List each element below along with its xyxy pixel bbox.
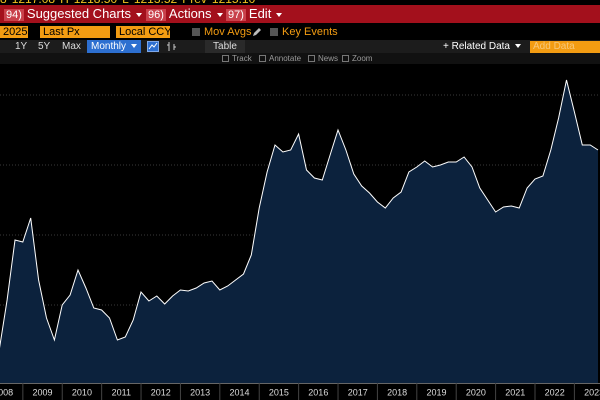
quote-text: H <box>60 0 69 5</box>
currency-select[interactable]: Local CCY <box>116 26 172 38</box>
dropdown-arrow <box>135 12 142 17</box>
tool-button[interactable]: Zoom <box>342 53 372 64</box>
frequency-label: Monthly <box>91 41 127 52</box>
x-tick-label: 2019 <box>426 387 446 397</box>
tool-button[interactable]: News <box>308 53 338 64</box>
tool-row: Track Annotate News Zoom <box>0 53 600 64</box>
quote-text: L <box>122 0 129 5</box>
quote-text: 1215.10 <box>212 0 255 5</box>
x-tick-label: 2008 <box>0 387 13 397</box>
x-tick-label: 2021 <box>505 387 525 397</box>
pencil-icon[interactable] <box>252 27 262 37</box>
x-tick-label: 2010 <box>72 387 92 397</box>
table-button[interactable]: Table <box>205 40 245 53</box>
related-data-label: + Related Data <box>443 41 510 52</box>
add-data-field[interactable]: Add Data <box>530 41 600 53</box>
range-button[interactable]: Max <box>62 41 81 52</box>
key-events-label: Key Events <box>282 26 338 38</box>
tool-button[interactable]: Track <box>222 53 252 64</box>
dropdown-arrow <box>131 44 138 49</box>
x-tick-label: 2022 <box>545 387 565 397</box>
year-field[interactable]: 2025 <box>0 26 28 38</box>
control-row: 2025 Last Px Local CCY Mov Avgs Key Even… <box>0 25 600 39</box>
menu-number: 96) <box>146 9 166 21</box>
frequency-select[interactable]: Monthly <box>87 40 141 53</box>
menu-number: 97) <box>226 9 246 21</box>
x-tick-label: 2009 <box>33 387 53 397</box>
related-data-menu[interactable]: + Related Data <box>443 40 521 53</box>
menu-item[interactable]: 94) Suggested Charts <box>4 5 142 23</box>
mov-avgs-checkbox[interactable] <box>192 28 200 36</box>
chart-type-icon[interactable] <box>147 41 159 52</box>
quote-text: 1217.08 <box>12 0 55 5</box>
quote-text: 1213.52 <box>134 0 177 5</box>
menu-number: 94) <box>4 9 24 21</box>
chart: 2008 2009 2010 2011 2012 2013 2014 2015 2016 2017… <box>0 64 600 400</box>
price-line <box>0 79 599 349</box>
x-tick-label: 2013 <box>190 387 210 397</box>
x-tick-label: 2018 <box>387 387 407 397</box>
bar-style-icon[interactable] <box>166 41 178 52</box>
x-tick-label: 2020 <box>466 387 486 397</box>
x-tick-label: 2017 <box>348 387 368 397</box>
menu-bar: 94) Suggested Charts 96) Actions 97) Edit <box>0 5 600 23</box>
range-row: Monthly Table + Related Data Add Data 1Y… <box>0 40 600 53</box>
x-tick-label: 2011 <box>112 387 131 397</box>
dropdown-arrow <box>276 12 283 17</box>
x-tick-label: 2016 <box>308 387 328 397</box>
menu-item[interactable]: 96) Actions <box>146 5 223 23</box>
x-tick-label: 2014 <box>230 387 250 397</box>
menu-label: Actions <box>168 6 212 21</box>
dropdown-arrow <box>515 44 521 49</box>
x-tick-label: 2015 <box>269 387 289 397</box>
menu-label: Edit <box>248 6 272 21</box>
field-select[interactable]: Last Px <box>40 26 110 38</box>
area-fill <box>0 80 598 383</box>
range-button[interactable]: 1Y <box>15 41 28 52</box>
quote-bar: 8 1217.08 H 1218.50 L 1213.52 Prev 1215.10 <box>0 0 600 5</box>
mov-avgs-label: Mov Avgs <box>204 26 252 38</box>
dropdown-arrow <box>216 12 223 17</box>
quote-text: 1218.50 <box>74 0 117 5</box>
x-tick-label: 2012 <box>151 387 171 397</box>
quote-text: 8 <box>0 0 7 5</box>
tool-button[interactable]: Annotate <box>259 53 301 64</box>
x-tick-label: 2023 <box>584 387 600 397</box>
menu-item[interactable]: 97) Edit <box>226 5 283 23</box>
key-events-checkbox[interactable] <box>270 28 278 36</box>
menu-label: Suggested Charts <box>26 6 131 21</box>
range-button[interactable]: 5Y <box>38 41 51 52</box>
quote-text: Prev <box>182 0 207 5</box>
